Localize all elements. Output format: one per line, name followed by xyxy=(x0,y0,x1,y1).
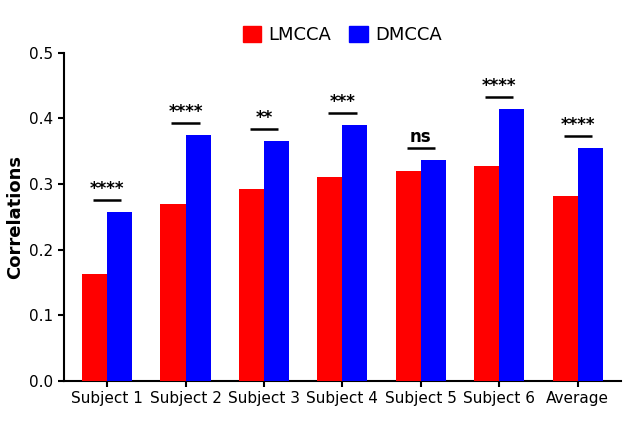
Legend: LMCCA, DMCCA: LMCCA, DMCCA xyxy=(236,19,449,52)
Bar xyxy=(82,274,107,381)
Bar xyxy=(578,148,603,381)
Text: ****: **** xyxy=(168,103,203,121)
Text: ****: **** xyxy=(561,116,595,134)
Text: ***: *** xyxy=(330,93,355,111)
Text: ns: ns xyxy=(410,128,431,146)
Bar xyxy=(161,204,186,381)
Bar xyxy=(421,159,446,381)
Text: ****: **** xyxy=(482,77,516,95)
Bar xyxy=(186,135,211,381)
Bar xyxy=(396,171,421,381)
Text: ****: **** xyxy=(90,180,124,198)
Y-axis label: Correlations: Correlations xyxy=(6,155,24,279)
Text: **: ** xyxy=(255,110,273,127)
Bar xyxy=(264,141,289,381)
Bar xyxy=(239,189,264,381)
Bar xyxy=(317,177,342,381)
Bar xyxy=(552,196,578,381)
Bar xyxy=(342,125,367,381)
Bar xyxy=(107,212,132,381)
Bar xyxy=(474,166,499,381)
Bar xyxy=(499,109,524,381)
